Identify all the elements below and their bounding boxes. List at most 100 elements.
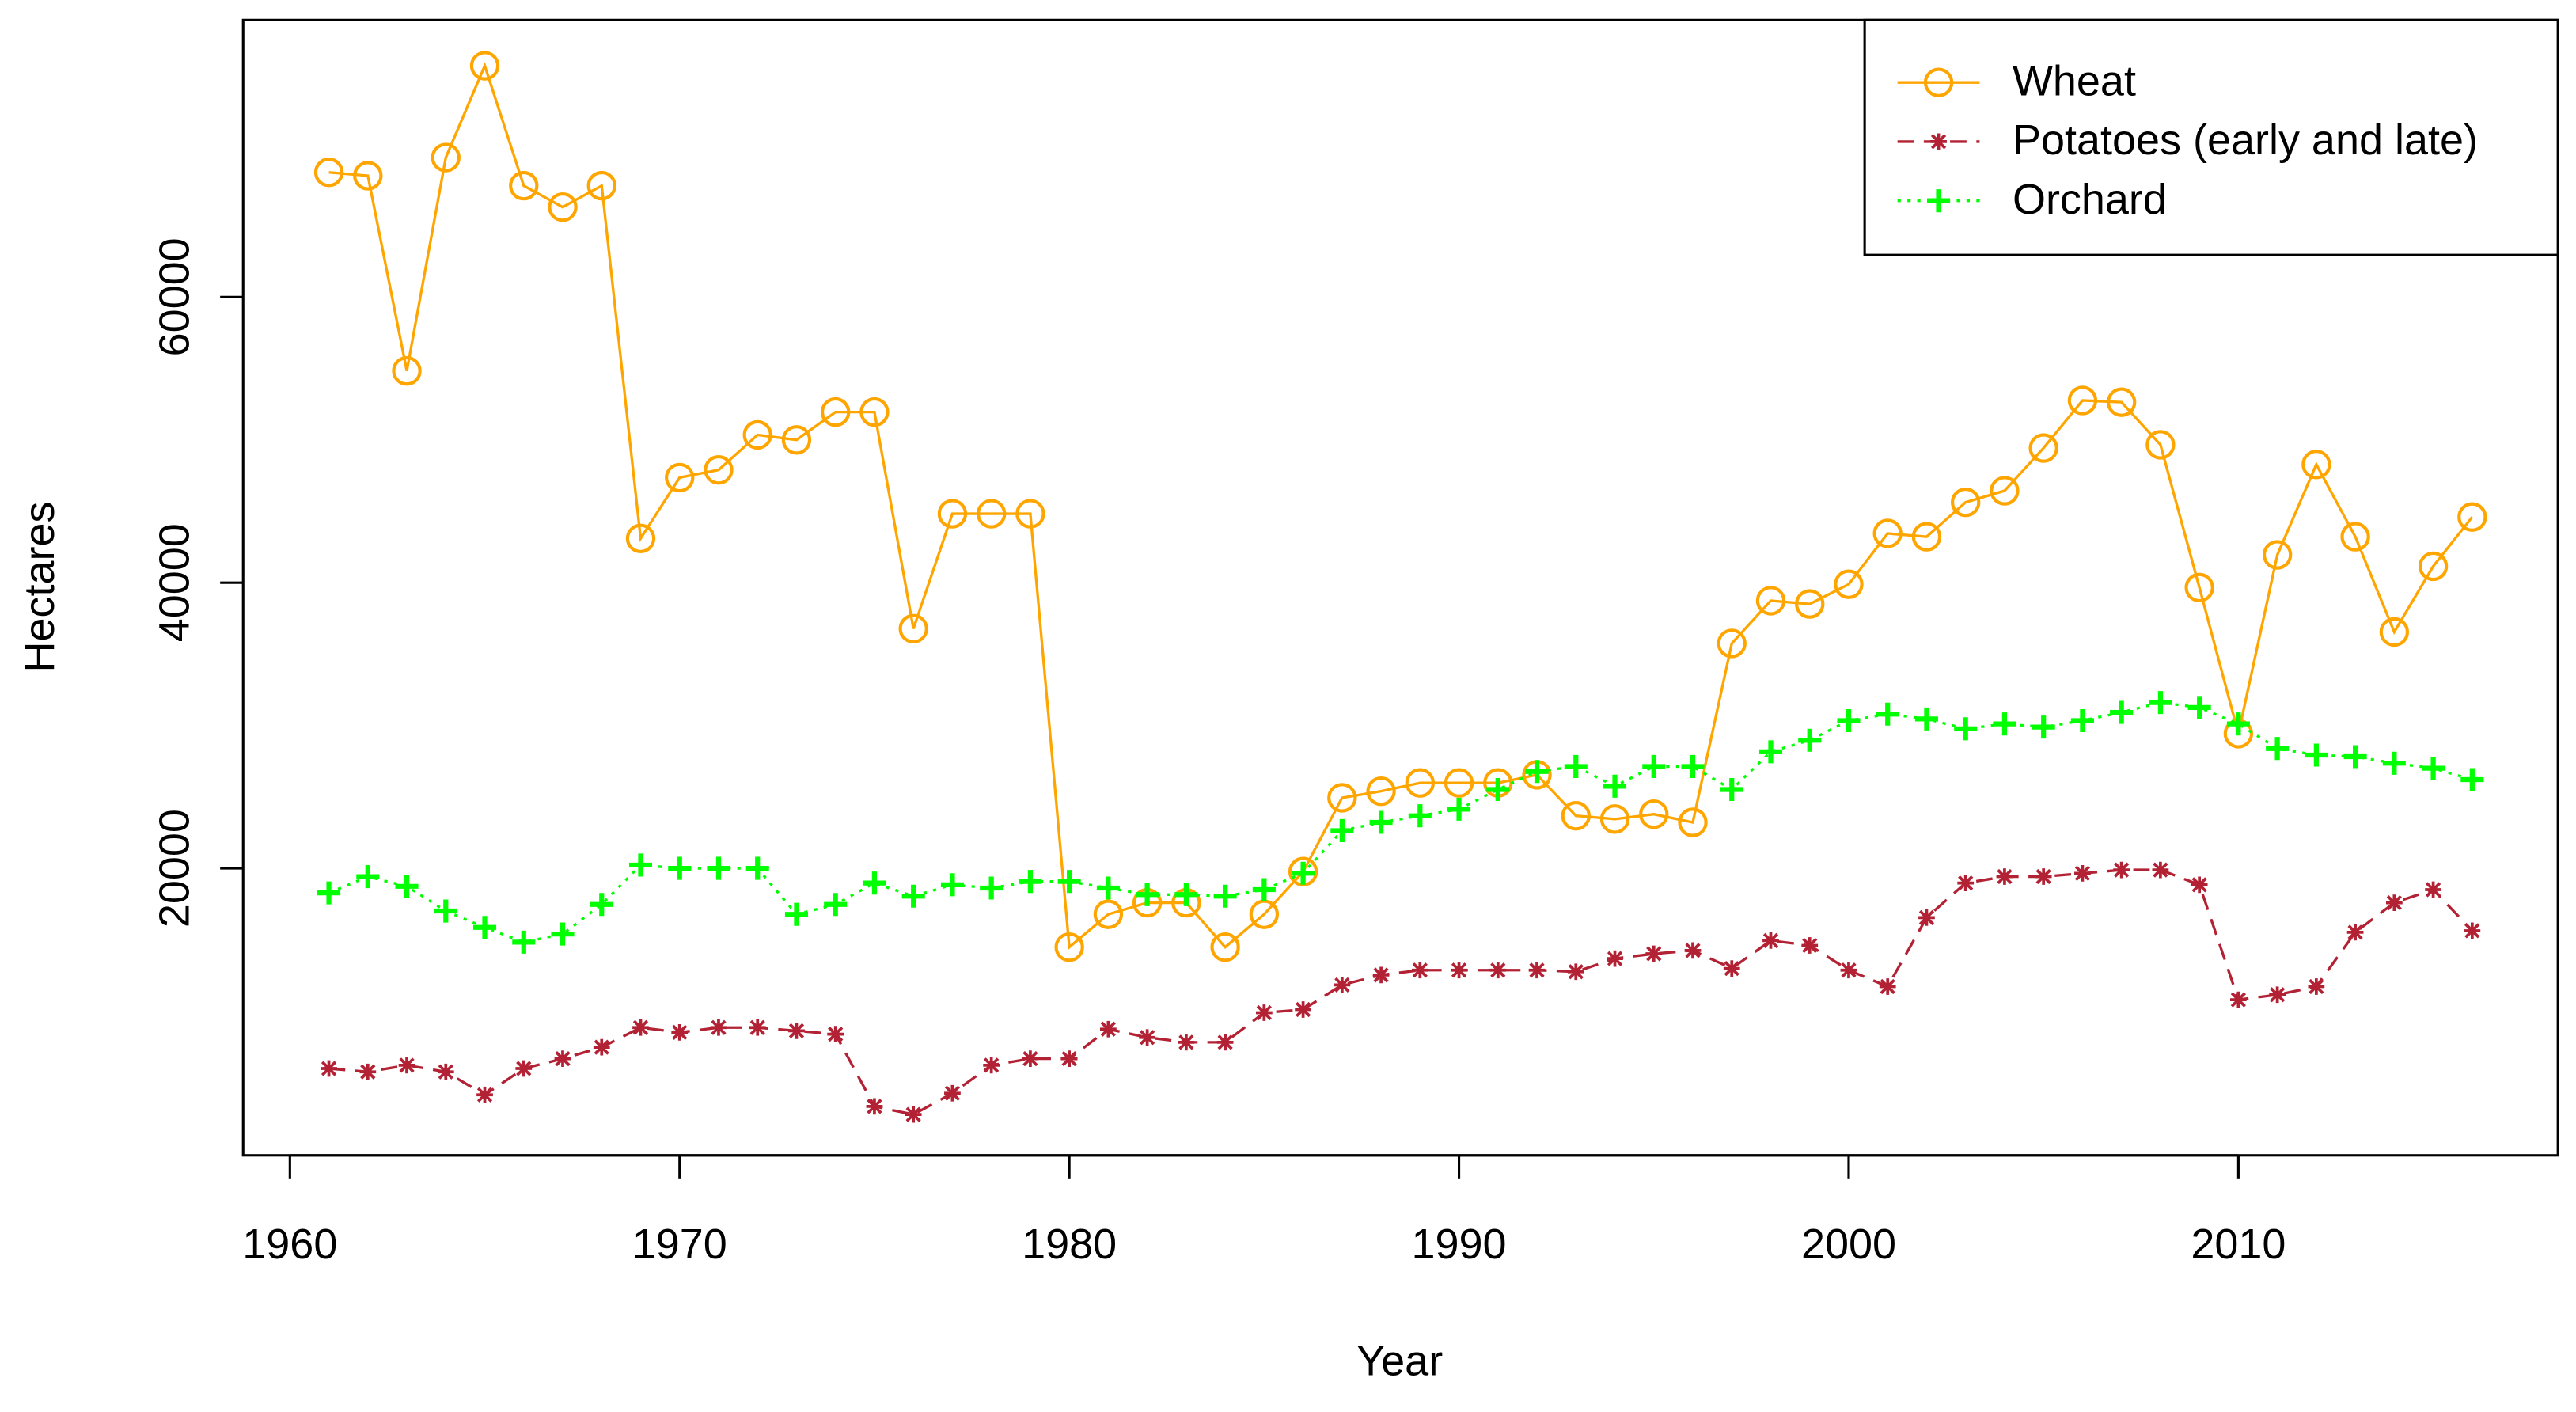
point-star <box>2385 894 2403 911</box>
point <box>515 1060 533 1077</box>
point-plus <box>590 893 613 917</box>
point <box>353 161 383 191</box>
point-circle <box>1366 776 1396 807</box>
point-circle <box>1444 768 1474 798</box>
point-plus <box>1174 882 1198 906</box>
point <box>2457 502 2487 532</box>
point <box>1564 754 1588 778</box>
point <box>2035 868 2052 885</box>
point <box>1834 569 1864 599</box>
x-tick-label: 2010 <box>2191 1220 2286 1268</box>
point <box>704 454 734 485</box>
point <box>1178 1034 1195 1051</box>
point <box>472 916 497 939</box>
point <box>1015 499 1045 529</box>
point <box>1717 628 1747 659</box>
point-star <box>1723 960 1740 977</box>
point <box>1798 728 1822 752</box>
point-star <box>1567 963 1584 981</box>
point <box>2067 385 2098 416</box>
point-circle <box>1210 932 1240 962</box>
point-circle <box>1795 589 1825 619</box>
point-circle <box>1678 807 1708 837</box>
point <box>1879 978 1896 995</box>
point-circle <box>2301 450 2331 480</box>
point-circle <box>1015 499 1045 529</box>
point-circle <box>2457 502 2487 532</box>
point-circle <box>548 192 578 222</box>
point-plus <box>1927 189 1951 213</box>
point-circle <box>1599 804 1630 834</box>
point-plus <box>863 871 886 895</box>
x-tick-label: 1990 <box>1412 1220 1507 1268</box>
point-circle <box>2067 385 2098 416</box>
point <box>356 865 380 889</box>
point-star <box>1930 133 1947 150</box>
point <box>742 419 772 450</box>
point-circle <box>2145 430 2176 460</box>
point <box>1372 966 1390 984</box>
point-star <box>710 1019 727 1036</box>
y-tick-label: 60000 <box>150 237 198 356</box>
point-star <box>1372 966 1390 984</box>
point <box>1451 962 1467 979</box>
point <box>554 1050 571 1067</box>
point-circle <box>1951 487 1981 518</box>
point <box>901 884 925 908</box>
point <box>859 397 890 427</box>
point <box>824 893 848 917</box>
point <box>1758 740 1783 764</box>
point-plus <box>2305 743 2328 767</box>
point-star <box>2346 924 2364 941</box>
point-star <box>1334 976 1351 993</box>
point <box>632 1019 649 1036</box>
point-star <box>2425 881 2441 898</box>
point-star <box>866 1098 883 1115</box>
point-plus <box>1213 884 1237 908</box>
point <box>1801 937 1819 954</box>
point <box>944 1084 961 1102</box>
point-plus <box>1914 707 1938 731</box>
point-plus <box>1798 728 1822 752</box>
point-plus <box>1642 754 1666 778</box>
point-plus <box>2226 712 2250 736</box>
point-plus <box>707 856 730 880</box>
point <box>1292 861 1315 885</box>
point <box>1408 804 1432 828</box>
point-star <box>2152 861 2169 879</box>
point-circle <box>1327 783 1357 813</box>
point-plus <box>980 876 1003 900</box>
point-star <box>437 1063 454 1080</box>
point <box>2269 986 2286 1004</box>
point-circle <box>1249 899 1280 929</box>
point-plus <box>2266 737 2290 761</box>
point <box>898 613 928 644</box>
point-star <box>1762 932 1779 949</box>
point <box>1210 932 1240 962</box>
point <box>1645 945 1663 962</box>
point-star <box>1607 950 1623 967</box>
point-plus <box>745 856 769 880</box>
point-star <box>983 1057 1000 1074</box>
point <box>1019 870 1042 894</box>
point-star <box>476 1086 493 1103</box>
point-star <box>2035 868 2052 885</box>
point-circle <box>586 170 616 201</box>
point-circle <box>431 142 461 173</box>
x-tick-label: 1960 <box>242 1220 337 1268</box>
point <box>1096 876 1120 900</box>
point <box>2032 715 2055 739</box>
point-plus <box>1837 708 1861 733</box>
legend-label: Potatoes (early and late) <box>2013 116 2478 164</box>
point-plus <box>1681 754 1705 778</box>
point-circle <box>1717 628 1747 659</box>
point-plus <box>2382 751 2406 775</box>
point-star <box>1489 962 1507 979</box>
point <box>1567 963 1584 981</box>
point <box>1489 962 1507 979</box>
point <box>1100 1020 1117 1038</box>
point-plus <box>2460 768 2484 791</box>
point <box>2418 551 2449 582</box>
point <box>1060 1050 1078 1067</box>
point-plus <box>1330 818 1354 842</box>
